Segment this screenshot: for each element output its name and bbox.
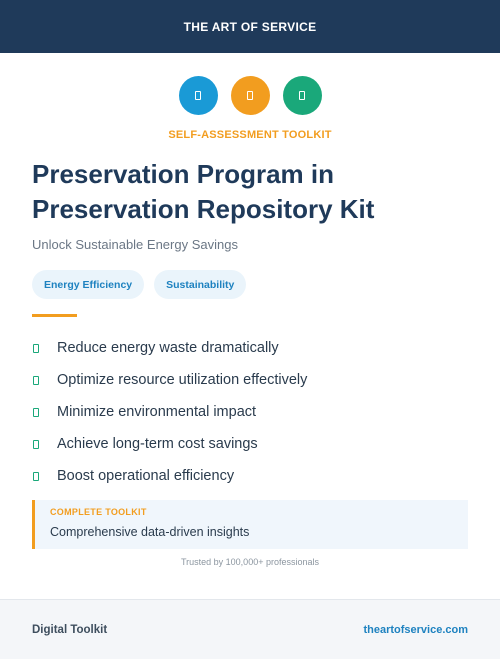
check-icon: [33, 343, 39, 353]
check-icon: [33, 407, 39, 417]
tag-energy-efficiency: Energy Efficiency: [32, 270, 145, 299]
footer-bar: Digital Toolkit theartofservice.com: [0, 599, 500, 659]
header-bar: THE ART OF SERVICE: [0, 0, 500, 53]
trust-note: Trusted by 100,000+ professionals: [180, 557, 319, 567]
benefit-text: Boost operational efficiency: [57, 468, 235, 484]
benefit-item: Optimize resource utilization effectivel…: [32, 364, 472, 396]
document-icon: [178, 76, 218, 115]
website-link[interactable]: theartofservice.com: [363, 623, 468, 636]
page-title: Preservation Program in Preservation Rep…: [32, 159, 375, 224]
brand-title: THE ART OF SERVICE: [183, 19, 317, 34]
kicker-label: SELF-ASSESSMENT TOOLKIT: [168, 129, 332, 141]
icon-row: [0, 76, 500, 115]
benefit-text: Minimize environmental impact: [57, 404, 257, 420]
callout-text: Comprehensive data-driven insights: [50, 525, 250, 539]
toolkit-callout: COMPLETE TOOLKIT Comprehensive data-driv…: [32, 500, 468, 549]
subtitle: Unlock Sustainable Energy Savings: [32, 237, 238, 252]
tag-list: Energy Efficiency Sustainability: [32, 270, 247, 299]
check-icon: [33, 439, 39, 449]
callout-label: COMPLETE TOOLKIT: [50, 507, 147, 517]
benefit-text: Achieve long-term cost savings: [57, 436, 258, 452]
tag-sustainability: Sustainability: [154, 270, 247, 299]
benefit-text: Optimize resource utilization effectivel…: [57, 372, 308, 388]
document-icon: [282, 76, 322, 115]
benefit-item: Reduce energy waste dramatically: [32, 332, 472, 364]
benefit-item: Boost operational efficiency: [32, 460, 472, 492]
accent-divider: [32, 314, 77, 317]
benefit-text: Reduce energy waste dramatically: [57, 340, 279, 356]
benefit-item: Minimize environmental impact: [32, 396, 472, 428]
benefit-item: Achieve long-term cost savings: [32, 428, 472, 460]
benefit-list: Reduce energy waste dramatically Optimiz…: [32, 332, 472, 492]
footer-label: Digital Toolkit: [32, 623, 108, 636]
check-icon: [33, 375, 39, 385]
document-icon: [230, 76, 270, 115]
check-icon: [33, 471, 39, 481]
